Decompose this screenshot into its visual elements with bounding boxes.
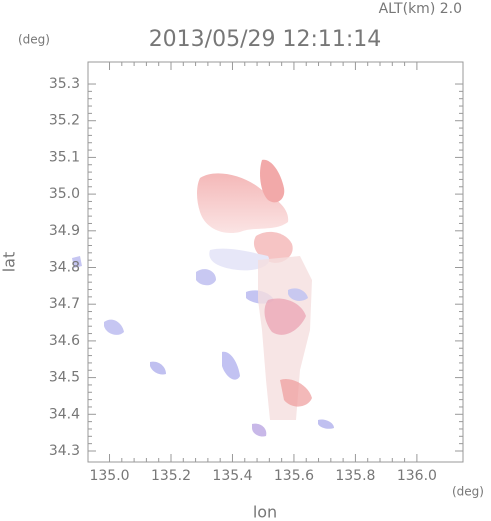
echo-region — [252, 423, 267, 437]
x-tick-label: 135.4 — [212, 468, 252, 484]
x-axis-label: lon — [253, 503, 277, 521]
y-unit: (deg) — [18, 33, 50, 47]
echo-region — [222, 351, 240, 380]
echo-region — [288, 288, 308, 301]
echo-region — [196, 269, 216, 286]
x-unit: (deg) — [452, 485, 484, 499]
y-tick-label: 34.9 — [49, 223, 80, 239]
altitude-label: ALT(km) 2.0 — [379, 1, 462, 17]
y-tick-label: 35.1 — [49, 149, 80, 165]
echo-region — [72, 256, 82, 268]
echo-region — [150, 361, 166, 375]
echo-region — [104, 319, 124, 335]
y-tick-label: 34.4 — [49, 406, 80, 422]
y-tick-label: 35.3 — [49, 76, 80, 92]
y-tick-label: 35.2 — [49, 113, 80, 129]
chart-title: 2013/05/29 12:11:14 — [149, 27, 382, 52]
x-tick-label: 135.8 — [335, 468, 375, 484]
echo-region — [318, 419, 334, 429]
y-tick-label: 34.7 — [49, 296, 80, 312]
y-tick-label: 35.0 — [49, 186, 80, 202]
echo-region — [197, 173, 289, 234]
x-tick-label: 135.0 — [89, 468, 129, 484]
x-tick-label: 136.0 — [397, 468, 437, 484]
x-tick-label: 135.2 — [151, 468, 191, 484]
y-tick-label: 34.6 — [49, 333, 80, 349]
y-axis-label: lat — [0, 252, 19, 273]
echo-region — [260, 159, 285, 203]
echo-region — [264, 298, 306, 335]
x-tick-label: 135.6 — [274, 468, 314, 484]
y-tick-label: 34.3 — [49, 443, 80, 459]
plot-frame — [87, 61, 464, 463]
y-tick-label: 34.5 — [49, 370, 80, 386]
y-tick-label: 34.8 — [49, 260, 80, 276]
echo-region — [209, 248, 270, 271]
echo-field — [72, 159, 334, 437]
echo-region — [280, 378, 312, 407]
